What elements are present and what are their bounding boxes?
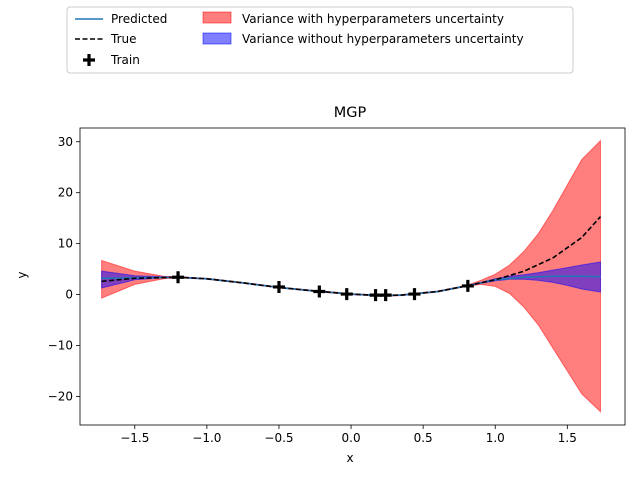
train-point [379, 289, 392, 302]
train-point [408, 288, 421, 301]
train-point [369, 289, 382, 302]
y-tick-label: 20 [58, 186, 73, 200]
x-tick-label: 1.0 [486, 431, 505, 445]
legend-no-hyper-uncertainty-swatch [202, 32, 232, 45]
x-tick-label: 0.5 [414, 431, 433, 445]
y-axis-label: y [15, 271, 29, 278]
x-tick-label: 1.5 [558, 431, 577, 445]
legend-label-predicted: Predicted [111, 12, 167, 26]
plot-area-frame [79, 127, 626, 426]
legend: Predicted True Train Variance with hyper… [66, 6, 574, 74]
legend-hyper-uncertainty-swatch [202, 11, 232, 24]
legend-label-true: True [110, 32, 137, 46]
y-tick-label: 30 [58, 135, 73, 149]
legend-label-hyper-uncertainty: Variance with hyperparameters uncertaint… [242, 12, 504, 26]
y-tick-label: −20 [48, 389, 73, 403]
legend-label-no-hyper-uncertainty: Variance without hyperparameters uncerta… [242, 32, 524, 46]
y-tick-label: 0 [65, 288, 73, 302]
y-tick-label: −10 [48, 339, 73, 353]
train-point [172, 271, 185, 284]
y-tick-label: 10 [58, 237, 73, 251]
train-markers [172, 271, 474, 302]
legend-frame [66, 6, 574, 74]
train-point [340, 288, 353, 301]
x-tick-label: 0.0 [342, 431, 361, 445]
x-axis-ticks: −1.5 −1.0 −0.5 0.0 0.5 1.0 1.5 [120, 425, 577, 445]
x-tick-label: −1.5 [120, 431, 149, 445]
train-point [461, 279, 474, 292]
y-axis-ticks: −20 −10 0 10 20 30 [48, 135, 80, 403]
x-tick-label: −0.5 [264, 431, 293, 445]
chart-title: MGP [334, 105, 367, 121]
legend-train-marker [83, 54, 95, 66]
legend-label-train: Train [110, 53, 140, 67]
train-point [313, 285, 326, 298]
x-axis-label: x [346, 451, 353, 465]
x-tick-label: −1.0 [192, 431, 221, 445]
train-point [272, 280, 285, 293]
